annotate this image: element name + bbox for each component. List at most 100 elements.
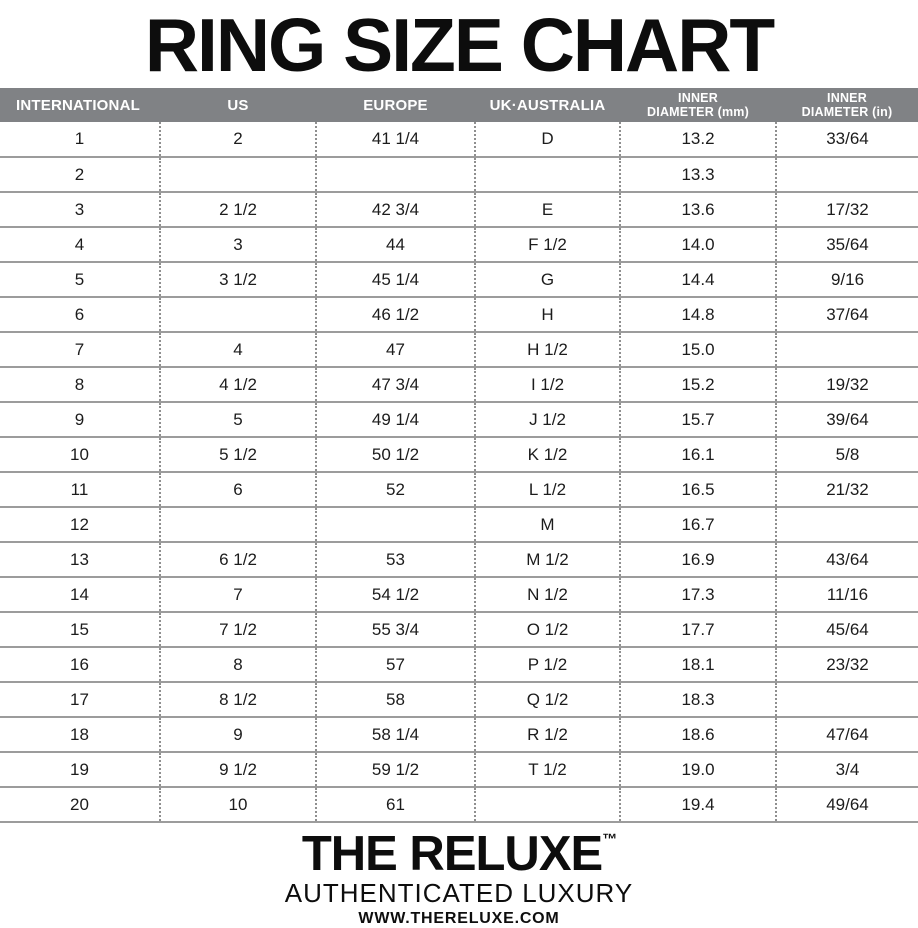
size-cell-inner-diameter-in: 37/64 [776, 297, 918, 333]
size-cell-inner-diameter-mm: 16.1 [620, 437, 777, 473]
table-row-6: 6 46 1/2 H 14.8 37/64 [0, 297, 918, 333]
size-cell-us: 7 [160, 577, 317, 613]
size-cell-inner-diameter-in: 45/64 [776, 612, 918, 648]
size-cell-europe: 47 3/4 [316, 367, 476, 403]
size-cell-uk-australia: R 1/2 [475, 717, 621, 753]
size-cell-uk-australia: D [475, 122, 621, 158]
size-cell-uk-australia: M 1/2 [475, 542, 621, 578]
size-cell-inner-diameter-in: 33/64 [776, 122, 918, 158]
table-row-15: 15 7 1/2 55 3/4 O 1/2 17.7 45/64 [0, 612, 918, 648]
column-header-europe: EUROPE [316, 88, 475, 122]
size-cell-us: 8 [160, 647, 317, 683]
column-header-line: DIAMETER (mm) [647, 105, 749, 119]
size-cell-europe: 47 [316, 332, 476, 368]
size-cell-europe: 44 [316, 227, 476, 263]
table-row-16: 16 8 57 P 1/2 18.1 23/32 [0, 647, 918, 683]
size-cell-us: 4 [160, 332, 317, 368]
size-cell-europe: 61 [316, 787, 476, 823]
column-header-inner-diameter-mm: INNER DIAMETER (mm) [620, 88, 776, 122]
column-header-line: INNER [827, 91, 867, 105]
size-cell-europe: 42 3/4 [316, 192, 476, 228]
size-cell-uk-australia: H 1/2 [475, 332, 621, 368]
size-cell-international: 19 [0, 752, 161, 788]
size-cell-inner-diameter-mm: 16.9 [620, 542, 777, 578]
ring-size-table: INTERNATIONAL US EUROPE UK·AUSTRALIA INNER DI… [0, 88, 918, 823]
size-cell-europe: 41 1/4 [316, 122, 476, 158]
table-row-2: 2 13.3 [0, 157, 918, 193]
size-cell-uk-australia: N 1/2 [475, 577, 621, 613]
size-cell-inner-diameter-mm: 14.4 [620, 262, 777, 298]
size-cell-us: 7 1/2 [160, 612, 317, 648]
size-cell-inner-diameter-in: 9/16 [776, 262, 918, 298]
size-cell-us: 5 [160, 402, 317, 438]
size-cell-us [160, 507, 317, 543]
table-row-9: 9 5 49 1/4 J 1/2 15.7 39/64 [0, 402, 918, 438]
size-cell-inner-diameter-mm: 16.5 [620, 472, 777, 508]
size-cell-uk-australia: E [475, 192, 621, 228]
size-cell-europe [316, 507, 476, 543]
size-cell-europe: 55 3/4 [316, 612, 476, 648]
size-cell-inner-diameter-mm: 18.3 [620, 682, 777, 718]
size-cell-us: 5 1/2 [160, 437, 317, 473]
size-cell-inner-diameter-in: 19/32 [776, 367, 918, 403]
size-cell-us: 2 [160, 122, 317, 158]
size-cell-europe [316, 157, 476, 193]
size-cell-us: 9 1/2 [160, 752, 317, 788]
size-cell-uk-australia: Q 1/2 [475, 682, 621, 718]
brand-website: WWW.THERELUXE.COM [358, 910, 560, 927]
table-header: INTERNATIONAL US EUROPE UK·AUSTRALIA INNER DI… [0, 88, 918, 122]
size-cell-uk-australia: H [475, 297, 621, 333]
size-cell-international: 18 [0, 717, 161, 753]
size-cell-international: 13 [0, 542, 161, 578]
size-cell-europe: 59 1/2 [316, 752, 476, 788]
table-row-10: 10 5 1/2 50 1/2 K 1/2 16.1 5/8 [0, 437, 918, 473]
size-cell-inner-diameter-in: 11/16 [776, 577, 918, 613]
size-cell-inner-diameter-in [776, 157, 918, 193]
size-cell-international: 3 [0, 192, 161, 228]
table-row-20: 20 10 61 19.4 49/64 [0, 787, 918, 823]
size-cell-us [160, 297, 317, 333]
size-cell-uk-australia: T 1/2 [475, 752, 621, 788]
table-row-1: 1 2 41 1/4 D 13.2 33/64 [0, 122, 918, 158]
column-header-line: US [227, 96, 249, 114]
size-cell-europe: 49 1/4 [316, 402, 476, 438]
column-header-line: INNER [678, 91, 718, 105]
size-cell-europe: 45 1/4 [316, 262, 476, 298]
column-header-international: INTERNATIONAL [0, 88, 160, 122]
size-cell-international: 8 [0, 367, 161, 403]
size-cell-international: 5 [0, 262, 161, 298]
size-cell-us: 8 1/2 [160, 682, 317, 718]
header-row: INTERNATIONAL US EUROPE UK·AUSTRALIA INNER DI… [0, 88, 918, 122]
size-cell-inner-diameter-in: 35/64 [776, 227, 918, 263]
size-cell-us: 10 [160, 787, 317, 823]
size-cell-uk-australia: M [475, 507, 621, 543]
size-cell-inner-diameter-mm: 15.7 [620, 402, 777, 438]
size-cell-europe: 46 1/2 [316, 297, 476, 333]
size-cell-inner-diameter-mm: 19.4 [620, 787, 777, 823]
size-cell-inner-diameter-in: 21/32 [776, 472, 918, 508]
brand-tagline: AUTHENTICATED LUXURY [284, 878, 634, 908]
size-cell-uk-australia [475, 157, 621, 193]
column-header-line: EUROPE [363, 96, 428, 114]
size-cell-inner-diameter-mm: 15.0 [620, 332, 777, 368]
size-cell-us [160, 157, 317, 193]
trademark-symbol: ™ [602, 831, 617, 848]
size-cell-us: 3 [160, 227, 317, 263]
size-cell-inner-diameter-mm: 13.3 [620, 157, 777, 193]
size-cell-europe: 53 [316, 542, 476, 578]
size-cell-international: 12 [0, 507, 161, 543]
size-cell-international: 7 [0, 332, 161, 368]
column-header-line: DIAMETER (in) [801, 105, 893, 119]
size-cell-us: 6 1/2 [160, 542, 317, 578]
column-header-line: INTERNATIONAL [16, 96, 140, 114]
size-cell-europe: 52 [316, 472, 476, 508]
size-cell-inner-diameter-mm: 13.6 [620, 192, 777, 228]
size-cell-international: 14 [0, 577, 161, 613]
size-cell-inner-diameter-in: 5/8 [776, 437, 918, 473]
size-cell-inner-diameter-in [776, 682, 918, 718]
table-row-14: 14 7 54 1/2 N 1/2 17.3 11/16 [0, 577, 918, 613]
table-row-7: 7 4 47 H 1/2 15.0 [0, 332, 918, 368]
size-cell-us: 6 [160, 472, 317, 508]
